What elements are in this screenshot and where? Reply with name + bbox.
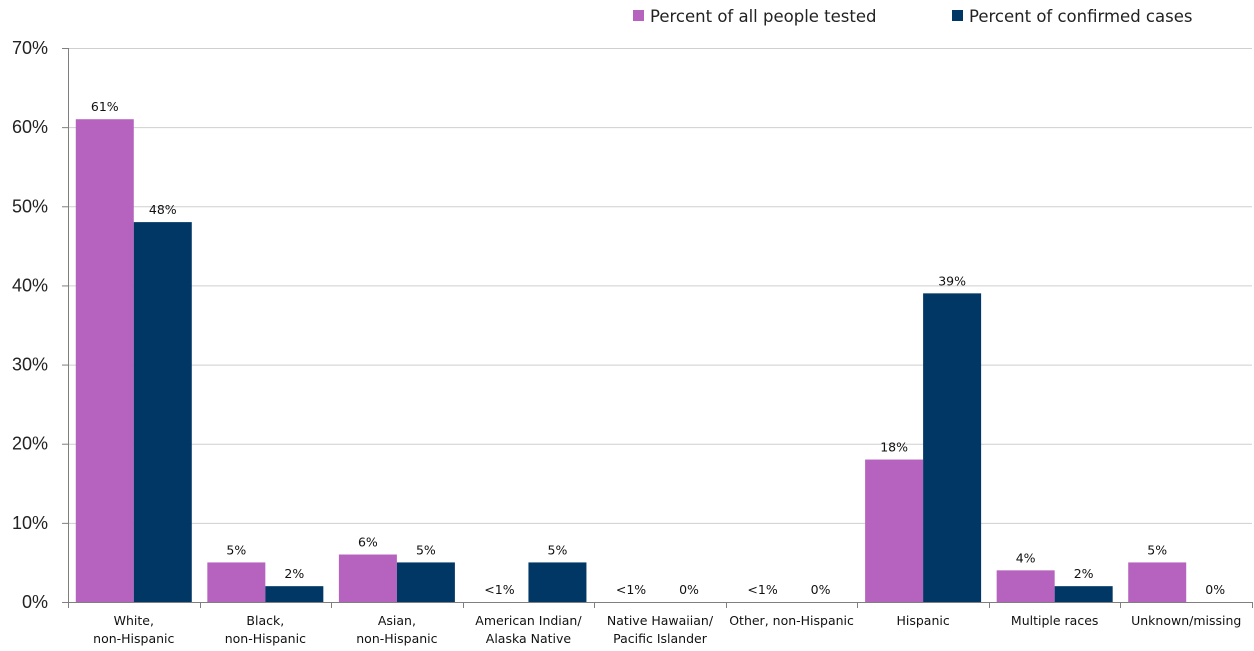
bar-tested: [207, 562, 266, 602]
data-label: 2%: [1074, 566, 1094, 581]
data-label: <1%: [616, 582, 646, 597]
x-category-label: Hispanic: [896, 613, 949, 628]
data-label: 5%: [548, 542, 568, 557]
bar-tested: [338, 554, 397, 602]
bar-tested: [1128, 562, 1187, 602]
x-category-label: Unknown/missing: [1131, 613, 1241, 628]
data-labels: 61% 5% 6% <1% <1% <1% 18% 4% 5% 48% 2% 5% 5% 0% 0% 39% 2…: [91, 99, 1225, 597]
bar-confirmed: [1054, 586, 1113, 602]
data-label: 5%: [226, 542, 246, 557]
legend-swatch: [952, 10, 963, 21]
bar-confirmed: [528, 562, 587, 602]
data-label: 61%: [91, 99, 119, 114]
x-category-label: non-Hispanic: [225, 631, 306, 646]
x-category-label: Alaska Native: [486, 631, 572, 646]
x-category-label: Native Hawaiian/: [607, 613, 714, 628]
y-tick-label: 40%: [12, 275, 48, 295]
x-category-label: Black,: [246, 613, 284, 628]
bar-confirmed: [923, 293, 982, 602]
bars: [75, 119, 1187, 602]
legend-swatch: [633, 10, 644, 21]
data-label: 39%: [938, 273, 966, 288]
y-tick-label: 50%: [12, 196, 48, 216]
y-tick-label: 30%: [12, 355, 48, 375]
legend: Percent of all people tested Percent of c…: [633, 7, 1192, 26]
data-label: <1%: [747, 582, 777, 597]
x-category-label: non-Hispanic: [93, 631, 174, 646]
data-label: 2%: [284, 566, 304, 581]
x-category-label: non-Hispanic: [356, 631, 437, 646]
bar-tested: [865, 459, 924, 602]
y-tick-label: 70%: [12, 38, 48, 58]
bar-tested: [75, 119, 134, 602]
y-tick-label: 60%: [12, 117, 48, 137]
axes: 0% 10% 20% 30% 40% 50% 60% 70% White, non-Hispani…: [12, 38, 1253, 646]
y-tick-label: 10%: [12, 513, 48, 533]
data-label: 4%: [1016, 550, 1036, 565]
bar-confirmed: [265, 586, 324, 602]
bar-confirmed: [133, 222, 192, 602]
bar-confirmed: [396, 562, 455, 602]
data-label: 6%: [358, 535, 378, 550]
x-category-label: White,: [114, 613, 154, 628]
data-label: <1%: [484, 582, 514, 597]
x-category-label: Multiple races: [1011, 613, 1099, 628]
data-label: 0%: [811, 582, 831, 597]
legend-label: Percent of confirmed cases: [969, 7, 1192, 26]
data-label: 48%: [149, 202, 177, 217]
x-category-label: Asian,: [378, 613, 416, 628]
x-category-label: Other, non-Hispanic: [729, 613, 854, 628]
legend-label: Percent of all people tested: [650, 7, 877, 26]
y-tick-label: 0%: [22, 592, 48, 612]
bar-tested: [996, 570, 1055, 602]
y-tick-label: 20%: [12, 434, 48, 454]
data-label: 5%: [1147, 542, 1167, 557]
gridlines: [68, 48, 1252, 524]
x-category-label: Pacific Islander: [613, 631, 708, 646]
data-label: 5%: [416, 542, 436, 557]
data-label: 0%: [679, 582, 699, 597]
x-category-label: American Indian/: [475, 613, 582, 628]
data-label: 0%: [1205, 582, 1225, 597]
data-label: 18%: [880, 440, 908, 455]
